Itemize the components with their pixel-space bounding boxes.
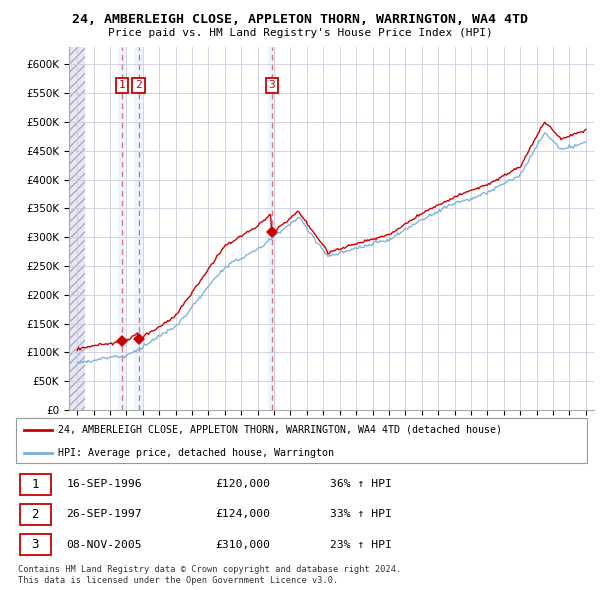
Text: 1: 1: [118, 80, 125, 90]
FancyBboxPatch shape: [20, 504, 51, 525]
Text: 16-SEP-1996: 16-SEP-1996: [67, 479, 142, 489]
Text: £124,000: £124,000: [215, 510, 271, 519]
Text: 33% ↑ HPI: 33% ↑ HPI: [330, 510, 392, 519]
Bar: [118, 47, 126, 410]
Bar: [268, 47, 276, 410]
Text: 08-NOV-2005: 08-NOV-2005: [67, 540, 142, 550]
Text: 26-SEP-1997: 26-SEP-1997: [67, 510, 142, 519]
FancyBboxPatch shape: [20, 474, 51, 494]
Text: Contains HM Land Registry data © Crown copyright and database right 2024.
This d: Contains HM Land Registry data © Crown c…: [18, 565, 401, 585]
FancyBboxPatch shape: [16, 418, 587, 463]
Text: 3: 3: [268, 80, 275, 90]
FancyBboxPatch shape: [20, 535, 51, 555]
Text: 1: 1: [32, 478, 39, 491]
Text: HPI: Average price, detached house, Warrington: HPI: Average price, detached house, Warr…: [58, 448, 334, 458]
Text: 3: 3: [32, 538, 39, 551]
Text: 2: 2: [135, 80, 142, 90]
Text: 24, AMBERLEIGH CLOSE, APPLETON THORN, WARRINGTON, WA4 4TD: 24, AMBERLEIGH CLOSE, APPLETON THORN, WA…: [72, 13, 528, 26]
Text: £310,000: £310,000: [215, 540, 271, 550]
Text: 24, AMBERLEIGH CLOSE, APPLETON THORN, WARRINGTON, WA4 4TD (detached house): 24, AMBERLEIGH CLOSE, APPLETON THORN, WA…: [58, 425, 502, 435]
Text: Price paid vs. HM Land Registry's House Price Index (HPI): Price paid vs. HM Land Registry's House …: [107, 28, 493, 38]
Text: 23% ↑ HPI: 23% ↑ HPI: [330, 540, 392, 550]
Text: £120,000: £120,000: [215, 479, 271, 489]
Bar: [69, 47, 85, 410]
Bar: [134, 47, 143, 410]
Text: 2: 2: [32, 508, 39, 521]
Text: 36% ↑ HPI: 36% ↑ HPI: [330, 479, 392, 489]
